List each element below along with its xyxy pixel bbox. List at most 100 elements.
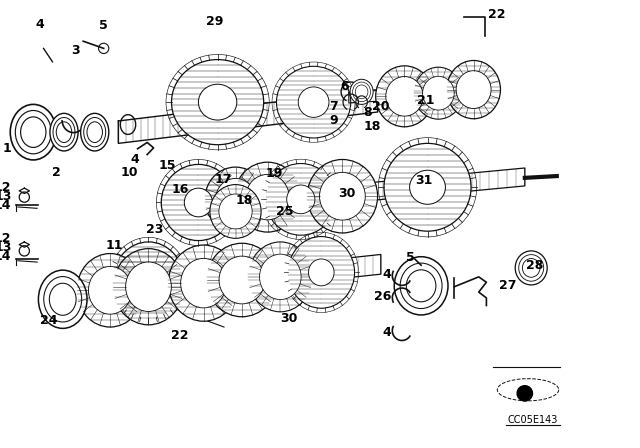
Text: 15: 15 <box>159 159 176 172</box>
Ellipse shape <box>298 87 329 117</box>
Text: 18: 18 <box>364 120 381 133</box>
Ellipse shape <box>10 104 56 160</box>
Ellipse shape <box>113 249 184 325</box>
Text: 9: 9 <box>330 113 338 127</box>
Ellipse shape <box>522 258 540 277</box>
Ellipse shape <box>219 256 265 304</box>
Ellipse shape <box>266 164 336 235</box>
Ellipse shape <box>168 245 239 321</box>
Ellipse shape <box>414 67 463 119</box>
Circle shape <box>517 386 532 401</box>
Ellipse shape <box>447 60 500 119</box>
Ellipse shape <box>234 162 301 232</box>
Ellipse shape <box>288 237 355 308</box>
Text: 4: 4 <box>383 326 392 339</box>
Ellipse shape <box>307 159 378 233</box>
Text: 28: 28 <box>526 258 543 272</box>
Text: 2: 2 <box>52 166 61 179</box>
Ellipse shape <box>246 174 289 220</box>
Ellipse shape <box>355 85 368 99</box>
Ellipse shape <box>210 185 261 238</box>
Text: 5: 5 <box>406 251 415 264</box>
Text: 30: 30 <box>338 187 355 200</box>
Ellipse shape <box>77 254 143 327</box>
Ellipse shape <box>81 113 109 151</box>
Ellipse shape <box>260 254 301 300</box>
Text: 5: 5 <box>99 19 108 33</box>
Polygon shape <box>349 90 390 103</box>
Text: 1: 1 <box>3 142 12 155</box>
Ellipse shape <box>161 164 236 241</box>
Ellipse shape <box>15 111 51 154</box>
Text: 16: 16 <box>172 182 189 196</box>
Ellipse shape <box>180 258 227 308</box>
Ellipse shape <box>38 270 87 328</box>
Text: 22: 22 <box>172 328 189 342</box>
Text: 3: 3 <box>71 43 80 57</box>
Text: 6: 6 <box>340 79 349 93</box>
Text: 4: 4 <box>131 152 140 166</box>
Text: 12: 12 <box>0 232 12 245</box>
Ellipse shape <box>384 143 471 231</box>
Text: 30: 30 <box>280 312 298 326</box>
Text: 25: 25 <box>276 205 294 218</box>
Ellipse shape <box>113 242 184 318</box>
Text: 19: 19 <box>266 167 283 181</box>
Ellipse shape <box>518 254 543 281</box>
Polygon shape <box>118 90 378 143</box>
Ellipse shape <box>50 113 78 151</box>
Ellipse shape <box>53 117 75 147</box>
Ellipse shape <box>515 251 547 285</box>
Text: 4: 4 <box>383 267 392 281</box>
Text: 24: 24 <box>40 314 57 327</box>
Text: 18: 18 <box>236 194 253 207</box>
Ellipse shape <box>386 77 423 116</box>
Ellipse shape <box>456 71 491 108</box>
Text: CC05E143: CC05E143 <box>508 415 557 425</box>
Text: 4: 4 <box>35 18 44 31</box>
Ellipse shape <box>49 283 76 315</box>
Text: 27: 27 <box>499 279 516 293</box>
Ellipse shape <box>20 117 46 147</box>
Ellipse shape <box>198 84 237 120</box>
Ellipse shape <box>308 259 334 286</box>
Text: 17: 17 <box>214 172 232 186</box>
Text: 13: 13 <box>0 190 12 203</box>
Ellipse shape <box>184 188 212 217</box>
Text: 29: 29 <box>205 15 223 28</box>
Text: 10: 10 <box>120 166 138 179</box>
Text: 23: 23 <box>146 223 163 236</box>
Text: 14: 14 <box>0 250 12 263</box>
Text: 7: 7 <box>329 100 338 113</box>
Ellipse shape <box>125 262 172 311</box>
Ellipse shape <box>394 257 448 315</box>
Polygon shape <box>19 242 29 247</box>
Ellipse shape <box>84 117 106 147</box>
Ellipse shape <box>410 170 445 204</box>
Ellipse shape <box>406 270 436 302</box>
Text: 11: 11 <box>106 239 123 252</box>
Ellipse shape <box>172 60 264 145</box>
Polygon shape <box>179 168 525 219</box>
Polygon shape <box>19 188 29 194</box>
Ellipse shape <box>44 276 82 322</box>
Ellipse shape <box>353 82 371 102</box>
Ellipse shape <box>87 122 102 142</box>
Ellipse shape <box>205 167 266 232</box>
Ellipse shape <box>216 178 255 220</box>
Text: 31: 31 <box>415 173 432 187</box>
Text: 26: 26 <box>374 290 392 303</box>
Ellipse shape <box>422 76 454 110</box>
Ellipse shape <box>400 263 442 309</box>
Ellipse shape <box>376 66 433 127</box>
Text: 8: 8 <box>364 106 372 120</box>
Text: 12: 12 <box>0 181 12 194</box>
Text: 14: 14 <box>0 198 12 212</box>
Ellipse shape <box>134 266 163 294</box>
Text: 21: 21 <box>417 94 435 108</box>
Text: 13: 13 <box>0 241 12 254</box>
Ellipse shape <box>287 185 315 214</box>
Ellipse shape <box>219 194 252 229</box>
Ellipse shape <box>350 79 373 104</box>
Ellipse shape <box>319 172 365 220</box>
